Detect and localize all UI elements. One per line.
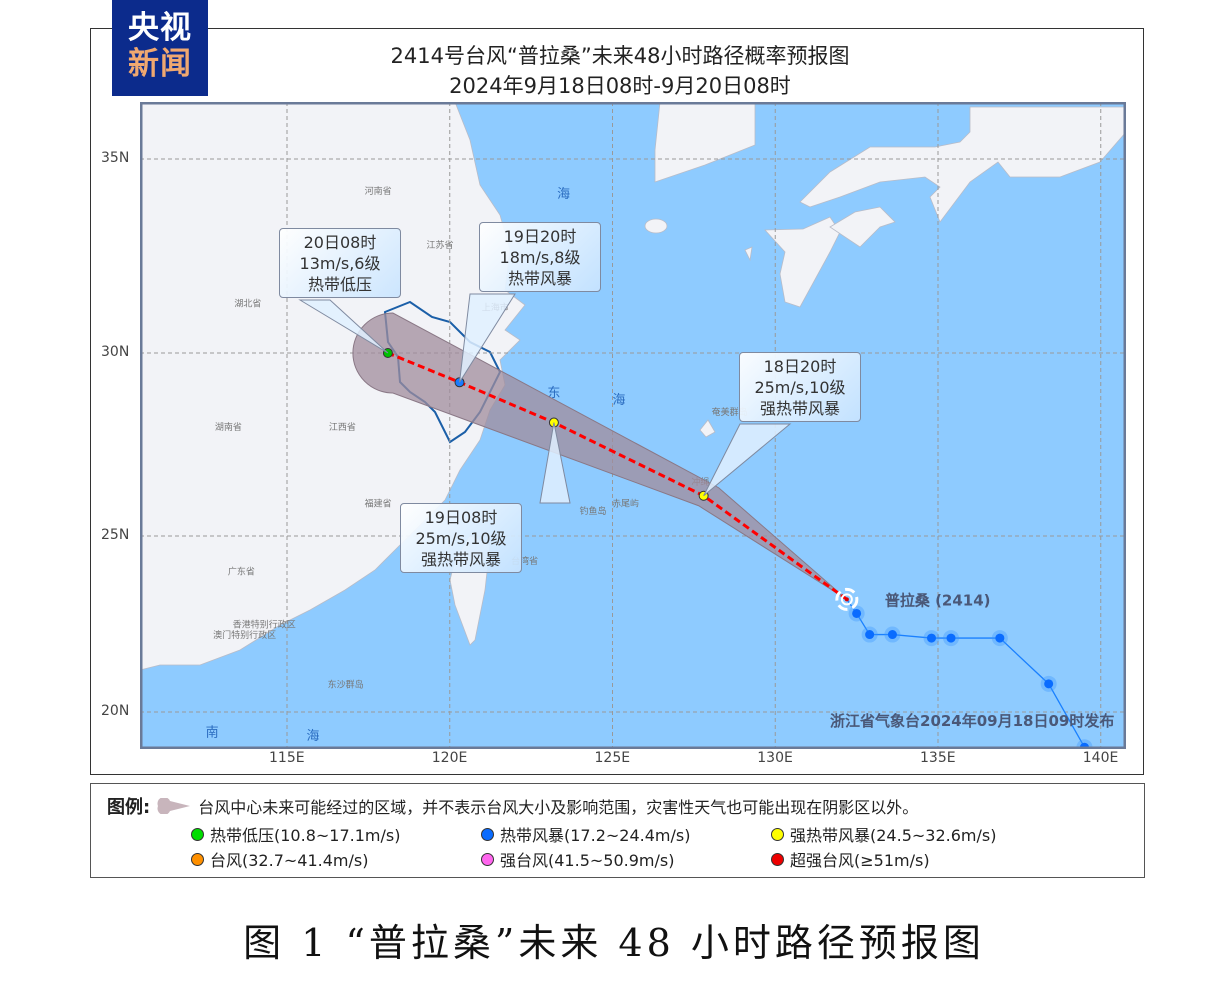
legend: 图例: 台风中心未来可能经过的区域，并不表示台风大小及影响范围，灾害性天气也可能… bbox=[90, 783, 1145, 878]
sea-label: 南 bbox=[206, 725, 219, 741]
callout-tail bbox=[298, 299, 389, 354]
okinawa bbox=[699, 419, 716, 438]
map-subtitle: 2024年9月18日08时-9月20日08时 bbox=[449, 74, 791, 98]
place-label: 湖南省 bbox=[215, 421, 242, 433]
place-label: 钓鱼岛 bbox=[579, 505, 606, 517]
lon-tick-label: 115E bbox=[269, 750, 305, 766]
place-label: 东沙群岛 bbox=[328, 678, 364, 690]
legend-item: 强台风(41.5~50.9m/s) bbox=[481, 847, 674, 871]
place-label: 澳门特别行政区 bbox=[213, 629, 276, 641]
lat-tick-label: 20N bbox=[101, 703, 130, 719]
legend-dot-icon bbox=[771, 827, 784, 841]
logo-line1: 央视 bbox=[128, 10, 192, 46]
lon-tick-label: 125E bbox=[594, 750, 631, 766]
legend-dot-icon bbox=[191, 852, 204, 866]
legend-item-label: 热带低压(10.8~17.1m/s) bbox=[210, 826, 401, 845]
lat-tick-label: 35N bbox=[101, 150, 130, 166]
honshu bbox=[799, 106, 1126, 223]
callout-20d08h: 20日08时 13m/s,6级 热带低压 bbox=[279, 228, 401, 298]
place-label: 江西省 bbox=[329, 421, 356, 433]
place-label: 赤尾屿 bbox=[612, 499, 639, 510]
place-label: 香港特别行政区 bbox=[233, 619, 296, 631]
lon-tick-label: 130E bbox=[757, 750, 793, 766]
land bbox=[140, 102, 1126, 671]
callout-pointers bbox=[298, 293, 792, 504]
sea-label: 海 bbox=[557, 187, 570, 202]
callout-tail bbox=[539, 422, 571, 504]
sea-label: 海 bbox=[307, 729, 320, 744]
typhoon-name-label: 普拉桑 (2414) bbox=[885, 591, 991, 609]
legend-title: 图例: bbox=[107, 797, 151, 818]
past-track-point[interactable] bbox=[946, 633, 956, 643]
probability-cone bbox=[352, 312, 848, 600]
place-label: 河南省 bbox=[365, 185, 392, 197]
lon-tick-label: 120E bbox=[431, 750, 468, 766]
jeju bbox=[644, 218, 668, 234]
legend-item-label: 强台风(41.5~50.9m/s) bbox=[500, 851, 675, 870]
cone-swatch-icon bbox=[157, 798, 191, 814]
lat-tick-label: 30N bbox=[101, 344, 130, 360]
map-border bbox=[140, 102, 1126, 749]
legend-cone-desc: 台风中心未来可能经过的区域，并不表示台风大小及影响范围，灾害性天气也可能出现在阴… bbox=[198, 798, 919, 817]
callout-19d08h: 19日08时 25m/s,10级 强热带风暴 bbox=[400, 503, 522, 573]
past-track-point[interactable] bbox=[852, 608, 862, 618]
shikoku bbox=[829, 206, 896, 248]
korea bbox=[654, 102, 756, 183]
past-track-points bbox=[848, 605, 1093, 749]
callout-tail bbox=[459, 293, 516, 383]
callout-tail bbox=[703, 423, 792, 497]
map-title: 2414号台风“普拉桑”未来48小时路径概率预报图 bbox=[390, 44, 850, 68]
legend-item-label: 强热带风暴(24.5~32.6m/s) bbox=[790, 826, 997, 845]
place-label: 湖北省 bbox=[234, 297, 261, 309]
sea-label: 海 bbox=[613, 393, 626, 408]
past-track-point[interactable] bbox=[995, 633, 1005, 643]
kuril-islands bbox=[744, 246, 753, 262]
typhoon-track-map[interactable]: 河南省江苏省上海市湖北省湖南省江西省福建省广东省香港特别行政区澳门特别行政区台湾… bbox=[140, 102, 1126, 749]
place-label: 江苏省 bbox=[426, 239, 453, 251]
place-label: 福建省 bbox=[365, 498, 392, 510]
past-track-point[interactable] bbox=[865, 630, 875, 640]
cctv-news-logo: 央视 新闻 bbox=[112, 0, 208, 96]
legend-item: 强热带风暴(24.5~32.6m/s) bbox=[771, 822, 996, 846]
legend-dot-icon bbox=[481, 827, 494, 841]
place-label: 广东省 bbox=[228, 566, 255, 578]
lon-tick-label: 140E bbox=[1082, 750, 1119, 766]
past-track-point[interactable] bbox=[1044, 679, 1054, 689]
legend-item: 超强台风(≥51m/s) bbox=[771, 847, 930, 871]
place-label: 奄美群岛 bbox=[712, 406, 748, 418]
map-frame bbox=[90, 28, 1144, 775]
callout-18d20h: 18日20时 25m/s,10级 强热带风暴 bbox=[739, 352, 861, 422]
legend-item: 台风(32.7~41.4m/s) bbox=[191, 847, 368, 871]
legend-item-label: 热带风暴(17.2~24.4m/s) bbox=[500, 826, 691, 845]
legend-dot-icon bbox=[191, 827, 204, 841]
legend-dot-icon bbox=[771, 852, 784, 866]
typhoon-icon bbox=[835, 587, 859, 611]
legend-item-label: 超强台风(≥51m/s) bbox=[790, 851, 930, 870]
past-track-point[interactable] bbox=[926, 633, 936, 643]
past-track-point[interactable] bbox=[887, 630, 897, 640]
logo-line2: 新闻 bbox=[128, 46, 192, 82]
issuer-label: 浙江省气象台2024年09月18日09时发布 bbox=[830, 712, 1114, 730]
legend-item-label: 台风(32.7~41.4m/s) bbox=[210, 851, 369, 870]
figure-caption: 图 1 “普拉桑”未来 48 小时路径预报图 bbox=[243, 921, 985, 965]
legend-item: 热带低压(10.8~17.1m/s) bbox=[191, 822, 400, 846]
lat-tick-label: 25N bbox=[101, 527, 130, 543]
legend-dot-icon bbox=[481, 852, 494, 866]
callout-19d20h: 19日20时 18m/s,8级 热带风暴 bbox=[479, 222, 601, 292]
legend-item: 热带风暴(17.2~24.4m/s) bbox=[481, 822, 690, 846]
lon-tick-label: 135E bbox=[920, 750, 956, 766]
